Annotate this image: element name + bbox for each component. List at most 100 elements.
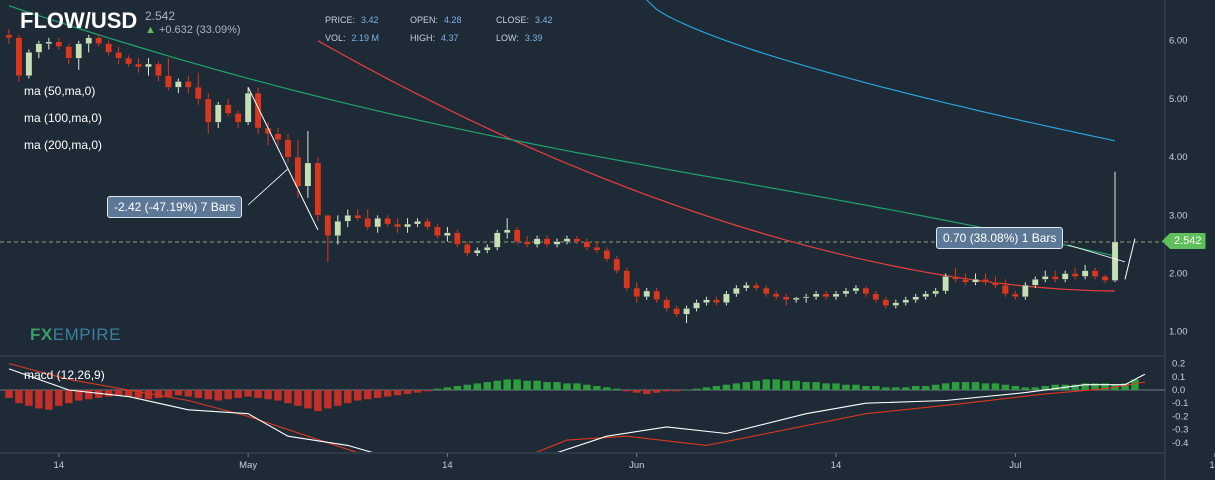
- ma100-label[interactable]: ma (100,ma,0): [24, 111, 103, 125]
- price-tick-label: 6.00: [1169, 36, 1188, 47]
- macd-histogram-bar: [623, 389, 631, 392]
- candle-body: [55, 41, 63, 47]
- candle-body: [254, 92, 262, 129]
- ma100-line: [8, 5, 1116, 257]
- macd-label[interactable]: macd (12,26,9): [24, 368, 105, 382]
- candle-body: [882, 299, 890, 306]
- candle-body: [1032, 279, 1039, 286]
- ma50-label[interactable]: ma (50,ma,0): [24, 84, 96, 98]
- ma200-label[interactable]: ma (200,ma,0): [24, 138, 103, 152]
- candle-body: [364, 218, 371, 228]
- macd-histogram-bar: [204, 389, 213, 400]
- candle-body: [354, 215, 361, 219]
- macd-histogram-bar: [144, 389, 153, 400]
- time-tick-label: 14: [54, 460, 65, 471]
- candle-body: [822, 293, 830, 297]
- candle-body: [942, 276, 949, 292]
- candle-body: [643, 290, 650, 297]
- price-tick-label: 5.00: [1169, 94, 1188, 105]
- macd-histogram-bar: [15, 389, 23, 404]
- candle-body: [105, 43, 112, 53]
- measure-callout-left: -2.42 (-47.19%) 7 Bars: [107, 196, 243, 218]
- measure-pointer-right: [1067, 244, 1126, 263]
- measure-callout-right: 0.70 (38.08%) 1 Bars: [936, 227, 1064, 249]
- macd-histogram-bar: [373, 389, 382, 398]
- candle-body: [155, 63, 162, 76]
- macd-histogram-bar: [224, 389, 232, 400]
- candle-body: [464, 244, 471, 254]
- price-change: ▲ +0.632 (33.09%): [145, 24, 241, 36]
- stat-low: LOW: 3.39: [496, 33, 543, 43]
- macd-histogram-bar: [1011, 386, 1020, 390]
- candle-body: [424, 220, 431, 228]
- macd-histogram-bar: [1041, 386, 1050, 390]
- macd-histogram-bar: [304, 389, 312, 409]
- candle-body: [5, 34, 13, 38]
- macd-tick-label: -0.4: [1172, 438, 1188, 449]
- candle-body: [892, 302, 900, 306]
- time-tick-label: 14: [831, 460, 842, 471]
- macd-histogram-bar: [523, 380, 531, 390]
- candle-body: [1022, 285, 1029, 297]
- macd-histogram-bar: [642, 389, 651, 394]
- macd-histogram-bar: [632, 389, 641, 393]
- measure-pointer-left: [247, 168, 289, 206]
- macd-histogram-bar: [423, 389, 432, 392]
- candle-body: [613, 258, 621, 271]
- macd-histogram-bar: [593, 386, 601, 390]
- macd-histogram-bar: [583, 384, 591, 390]
- macd-histogram-bar: [344, 389, 352, 404]
- macd-histogram-bar: [1101, 383, 1109, 390]
- macd-histogram-bar: [314, 389, 322, 412]
- candle-body: [653, 290, 660, 300]
- macd-histogram-bar: [812, 382, 820, 390]
- macd-histogram-bar: [513, 379, 521, 390]
- macd-histogram-bar: [403, 389, 412, 394]
- macd-tick-label: -0.1: [1172, 398, 1188, 409]
- candle-body: [85, 37, 92, 44]
- macd-histogram-bar: [732, 383, 741, 390]
- candle-body: [902, 299, 910, 303]
- candle-body: [284, 139, 292, 158]
- candle-body: [414, 220, 421, 225]
- macd-histogram-bar: [104, 389, 113, 397]
- macd-histogram-bar: [413, 389, 422, 393]
- candle-body: [195, 87, 202, 100]
- candle-body: [693, 302, 700, 309]
- macd-histogram-bar: [1071, 384, 1079, 390]
- candle-body: [912, 296, 919, 300]
- macd-histogram-bar: [443, 387, 452, 390]
- stat-price: PRICE: 3.42: [325, 15, 379, 25]
- candle-body: [205, 98, 212, 123]
- macd-histogram-bar: [174, 389, 183, 396]
- candle-body: [1071, 273, 1079, 277]
- macd-line: [8, 368, 1146, 452]
- candle-body: [1091, 270, 1099, 277]
- macd-histogram-bar: [433, 388, 442, 390]
- macd-histogram-bar: [832, 383, 840, 390]
- candle-body: [723, 293, 730, 303]
- macd-histogram-bar: [184, 389, 193, 397]
- measure-line-left: [247, 87, 319, 231]
- macd-histogram-bar: [563, 383, 571, 390]
- candle-body: [384, 218, 391, 225]
- candle-body: [862, 287, 870, 295]
- macd-histogram-bar: [951, 382, 960, 390]
- fxempire-logo: FXEMPIRE: [30, 325, 121, 344]
- macd-histogram-bar: [882, 387, 890, 390]
- macd-histogram-bar: [55, 389, 63, 406]
- candle-body: [583, 241, 591, 248]
- candle-body: [743, 285, 750, 289]
- candle-body: [344, 215, 352, 222]
- macd-histogram-bar: [74, 389, 83, 401]
- macd-histogram-bar: [1031, 387, 1040, 390]
- candle-body: [175, 81, 182, 88]
- candle-body: [922, 293, 929, 297]
- candle-body: [484, 247, 491, 251]
- macd-histogram-bar: [1051, 384, 1059, 390]
- macd-histogram-bar: [991, 383, 1000, 390]
- macd-tick-label: 0.0: [1172, 385, 1185, 396]
- macd-histogram-bar: [334, 389, 342, 406]
- macd-histogram-bar: [842, 384, 850, 390]
- candle-body: [75, 43, 82, 59]
